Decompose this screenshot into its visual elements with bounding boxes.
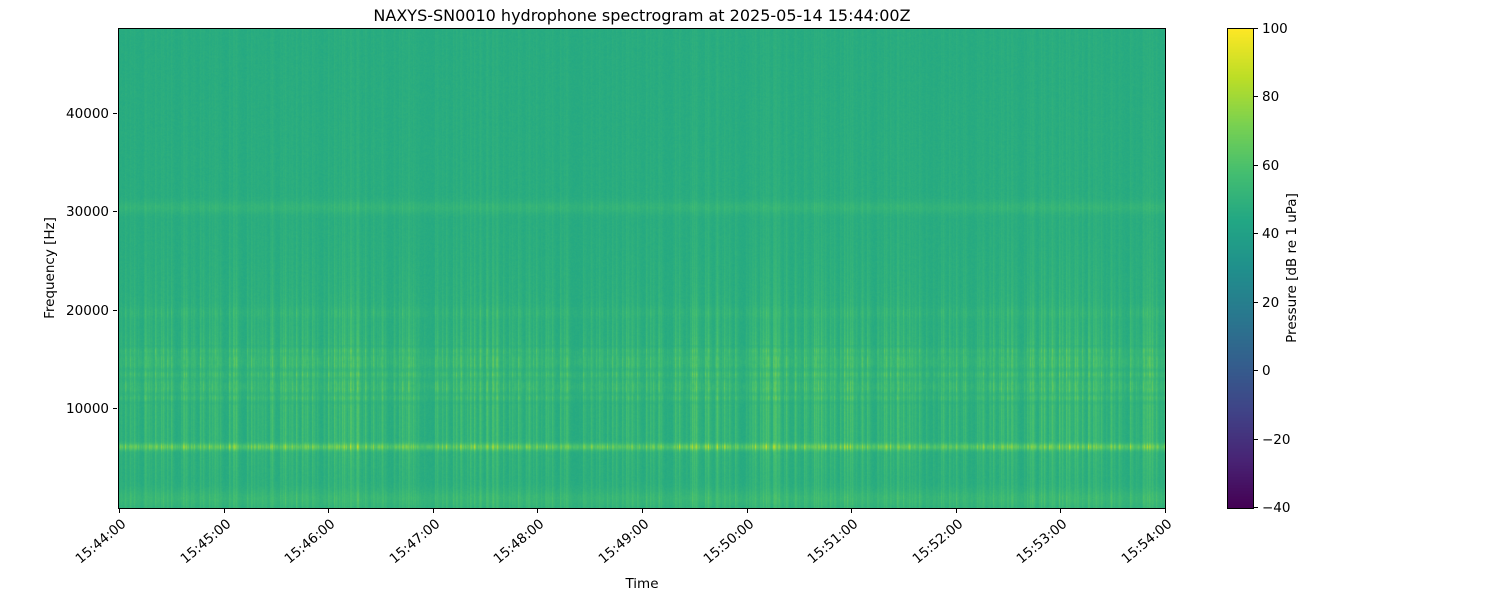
y-tick-mark [113,211,117,212]
colorbar-tick-label: 0 [1262,363,1271,379]
x-tick-label: 15:44:00 [72,516,130,568]
colorbar-tick-mark [1254,96,1258,97]
y-tick-mark [113,310,117,311]
chart-title: NAXYS-SN0010 hydrophone spectrogram at 2… [373,6,911,25]
x-tick-mark [224,509,225,513]
colorbar-tick-mark [1254,28,1258,29]
colorbar-tick-mark [1254,507,1258,508]
x-axis-label: Time [625,576,659,592]
colorbar-tick-label: 60 [1262,158,1280,174]
x-tick-mark [851,509,852,513]
colorbar-tick-label: 100 [1262,21,1288,37]
y-axis-label: Frequency [Hz] [42,217,58,319]
x-tick-label: 15:52:00 [909,516,967,568]
x-tick-label: 15:45:00 [177,516,235,568]
colorbar-tick-label: −40 [1262,500,1291,516]
x-tick-label: 15:50:00 [700,516,758,568]
y-tick-label: 10000 [66,401,109,417]
x-tick-mark [1060,509,1061,513]
colorbar-tick-mark [1254,233,1258,234]
x-tick-mark [119,509,120,513]
x-tick-label: 15:51:00 [804,516,862,568]
colorbar-label: Pressure [dB re 1 uPa] [1284,193,1300,343]
x-tick-label: 15:53:00 [1013,516,1071,568]
x-tick-label: 15:54:00 [1118,516,1176,568]
x-tick-label: 15:46:00 [281,516,339,568]
spectrogram-heatmap-canvas [119,29,1165,508]
colorbar-tick-mark [1254,165,1258,166]
x-tick-mark [642,509,643,513]
x-tick-mark [328,509,329,513]
x-tick-label: 15:49:00 [595,516,653,568]
colorbar [1227,28,1254,509]
y-tick-mark [113,113,117,114]
colorbar-tick-label: 40 [1262,226,1280,242]
colorbar-gradient-canvas [1228,29,1253,508]
colorbar-tick-label: −20 [1262,432,1291,448]
colorbar-tick-mark [1254,439,1258,440]
y-tick-label: 40000 [66,106,109,122]
x-tick-mark [956,509,957,513]
x-tick-mark [433,509,434,513]
x-tick-mark [537,509,538,513]
colorbar-tick-label: 20 [1262,295,1280,311]
y-tick-mark [113,408,117,409]
colorbar-tick-mark [1254,370,1258,371]
y-tick-label: 20000 [66,303,109,319]
x-tick-label: 15:48:00 [490,516,548,568]
x-tick-label: 15:47:00 [386,516,444,568]
spectrogram-plot-area [118,28,1166,509]
colorbar-tick-label: 80 [1262,89,1280,105]
y-tick-label: 30000 [66,204,109,220]
colorbar-tick-mark [1254,302,1258,303]
x-tick-mark [1165,509,1166,513]
x-tick-mark [747,509,748,513]
